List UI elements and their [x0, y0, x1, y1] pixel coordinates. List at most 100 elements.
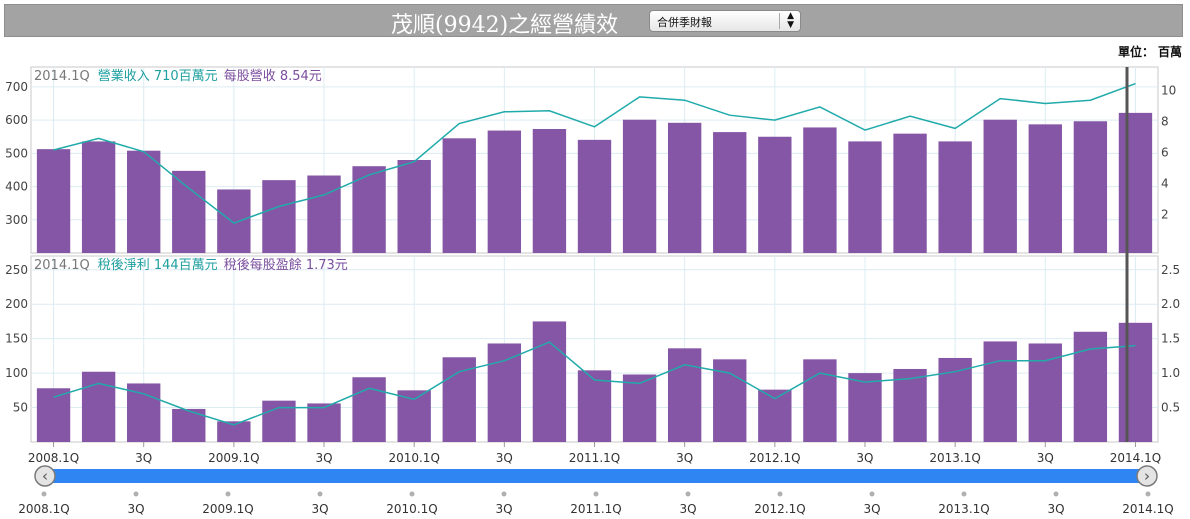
header-bar: 茂順(9942)之經營績效 合併季財報 ▲ ▼	[4, 4, 1183, 38]
earnings-bar	[442, 357, 476, 442]
quarter-label: 3Q	[496, 451, 513, 465]
page-title: 茂順(9942)之經營績效	[391, 13, 619, 38]
revenue-bar	[893, 133, 927, 253]
timeline-left-button[interactable]	[34, 465, 56, 487]
report-type-value: 合併季財報	[657, 16, 712, 29]
earnings-left-tick-label: 150	[5, 332, 28, 346]
select-updown-icon: ▲ ▼	[787, 11, 794, 30]
revenue-bar	[1028, 124, 1062, 253]
timeline-range-bar	[44, 469, 1148, 483]
timeline-label: 3Q	[495, 502, 512, 516]
revenue-bar	[397, 160, 431, 253]
earnings-right-tick-label: 0.5	[1161, 401, 1180, 415]
quarter-label: 2010.1Q	[388, 451, 439, 465]
timeline-label: 3Q	[1047, 502, 1064, 516]
earnings-bar	[667, 348, 702, 442]
revenue-bar	[442, 138, 476, 253]
earnings-caption-bar: 稅後每股盈餘 1.73元	[224, 257, 348, 273]
earnings-bar	[803, 359, 837, 442]
quarter-axis: 2008.1Q 3Q 2009.1Q 3Q 2010.1Q 3Q 2011.1Q 3Q 2012…	[28, 442, 1161, 465]
timeline-dot	[1145, 491, 1151, 497]
revenue-bar	[803, 127, 837, 253]
earnings-bar	[622, 374, 657, 442]
revenue-bar	[487, 130, 522, 253]
revenue-right-tick-label: 8	[1161, 114, 1169, 128]
timeline-dot	[777, 491, 783, 497]
quarter-label: 3Q	[1037, 451, 1054, 465]
earnings-right-tick-label: 2.5	[1161, 263, 1180, 277]
revenue-left-tick-label: 600	[5, 113, 28, 127]
revenue-caption: 2014.1Q 營業收入 710百萬元 每股營收 8.54元	[34, 68, 322, 84]
revenue-bar	[307, 175, 341, 253]
revenue-bar	[262, 180, 296, 253]
chevron-left-icon: ‹	[42, 467, 48, 485]
timeline-label: 3Q	[863, 502, 880, 516]
revenue-left-tick-label: 500	[5, 146, 28, 160]
timeline-label: 2014.1Q	[1122, 502, 1173, 516]
earnings-bar	[893, 368, 927, 442]
revenue-left-tick-label: 300	[5, 213, 28, 227]
quarter-label: 3Q	[856, 451, 873, 465]
timeline-dot	[685, 491, 691, 497]
earnings-bar	[307, 403, 341, 442]
revenue-right-tick-label: 10	[1161, 83, 1176, 97]
revenue-right-tick-label: 2	[1161, 207, 1169, 221]
timeline-navigator[interactable]: ‹ › 2008.1Q 3Q 2009.1Q 3Q 2010.1Q 3Q 2011.1Q 3Q 20…	[18, 465, 1174, 516]
timeline-dot	[41, 491, 47, 497]
timeline-dot	[409, 491, 415, 497]
revenue-bar	[127, 150, 161, 253]
timeline-label: 3Q	[311, 502, 328, 516]
revenue-bar	[81, 141, 116, 253]
revenue-left-tick-label: 700	[5, 80, 28, 94]
earnings-bar	[532, 321, 567, 442]
earnings-right-tick-label: 1.0	[1161, 366, 1180, 380]
earnings-bar	[848, 373, 882, 442]
timeline-label: 2008.1Q	[18, 502, 69, 516]
earnings-caption: 2014.1Q 稅後淨利 144百萬元 稅後每股盈餘 1.73元	[34, 257, 348, 273]
revenue-bar	[938, 141, 972, 253]
timeline-dot	[133, 491, 139, 497]
earnings-bar	[1028, 343, 1062, 442]
revenue-caption-line: 營業收入 710百萬元	[98, 68, 218, 84]
earnings-bar	[127, 383, 161, 442]
earnings-bar	[758, 389, 792, 442]
timeline-dot	[593, 491, 599, 497]
earnings-caption-line: 稅後淨利 144百萬元	[98, 258, 218, 273]
revenue-caption-bar: 每股營收 8.54元	[224, 68, 322, 84]
report-type-select[interactable]: 合併季財報 ▲ ▼	[649, 10, 801, 32]
earnings-left-tick-label: 50	[13, 401, 28, 415]
earnings-bar	[487, 343, 522, 442]
revenue-bar	[172, 170, 206, 253]
unit-caption: 單位：	[1117, 45, 1154, 59]
revenue-chart: 300 400 500 600 700 2 4 6 8 10 2014.1Q 營業收入 710百萬元每…	[5, 66, 1176, 254]
revenue-bar	[667, 122, 702, 253]
revenue-bar	[983, 119, 1017, 253]
revenue-left-tick-label: 400	[5, 180, 28, 194]
timeline-dot	[869, 491, 875, 497]
unit-label: 單位： 百萬	[1114, 43, 1182, 60]
revenue-bar	[532, 129, 567, 253]
timeline-dot	[1053, 491, 1059, 497]
timeline-dot	[501, 491, 507, 497]
earnings-bar	[217, 421, 251, 442]
revenue-bar	[1073, 121, 1108, 253]
earnings-left-tick-label: 250	[5, 263, 28, 277]
timeline-label: 3Q	[127, 502, 144, 516]
earnings-right-tick-label: 1.5	[1161, 332, 1180, 346]
revenue-caption-period: 2014.1Q	[34, 69, 90, 84]
quarter-label: 2013.1Q	[929, 451, 980, 465]
timeline-label: 2013.1Q	[938, 502, 989, 516]
select-divider	[779, 13, 780, 29]
earnings-bar	[983, 341, 1017, 442]
revenue-line	[53, 82, 1136, 224]
revenue-bar	[1118, 112, 1153, 253]
earnings-left-tick-label: 200	[5, 297, 28, 311]
earnings-bar	[1073, 331, 1108, 442]
revenue-right-tick-label: 6	[1161, 145, 1169, 159]
earnings-bar	[713, 359, 747, 442]
timeline-right-button[interactable]	[1136, 465, 1158, 487]
timeline-label: 2012.1Q	[754, 502, 805, 516]
timeline-label: 3Q	[679, 502, 696, 516]
earnings-left-tick-label: 100	[5, 366, 28, 380]
